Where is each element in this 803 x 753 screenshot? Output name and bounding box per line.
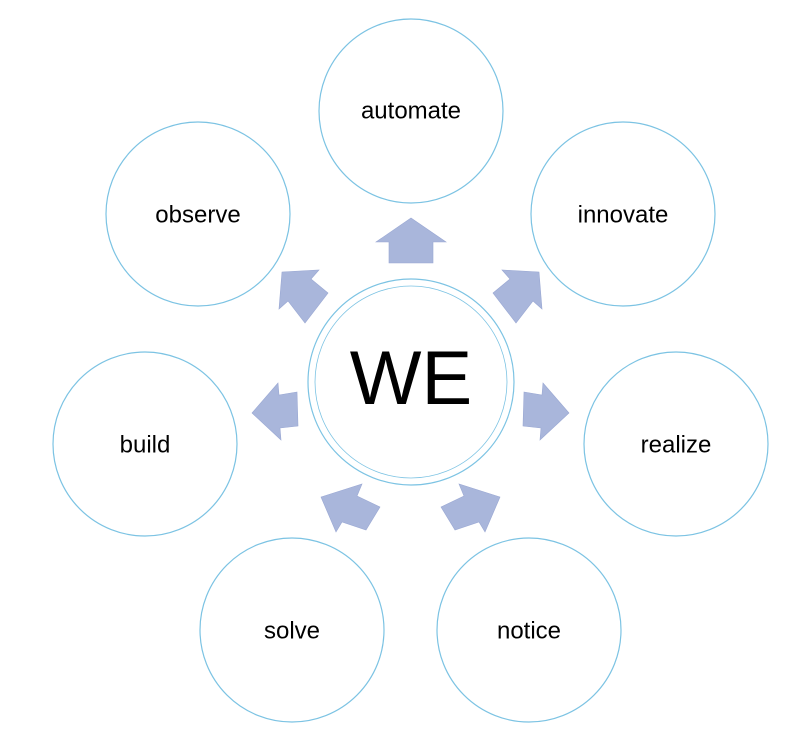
node-realize: realize: [583, 351, 769, 537]
node-circle: [199, 537, 385, 723]
node-notice: notice: [436, 537, 622, 723]
arrow-upper-right-icon: [492, 269, 543, 324]
center-circle-outer: [307, 278, 515, 486]
node-circle: [583, 351, 769, 537]
node-circle: [436, 537, 622, 723]
node-innovate: innovate: [530, 121, 716, 307]
node-label-realize: realize: [641, 431, 712, 458]
node-build: build: [52, 351, 238, 537]
node-label-build: build: [120, 431, 171, 458]
node-circle: [318, 18, 504, 204]
arrow-lower-left-icon: [320, 483, 381, 533]
node-label-automate: automate: [361, 97, 461, 124]
arrow-upper-left-icon: [278, 269, 329, 324]
arrows: [251, 217, 570, 533]
node-solve: solve: [199, 537, 385, 723]
node-label-solve: solve: [264, 617, 320, 644]
center-node: WE: [307, 278, 515, 486]
node-label-observe: observe: [155, 201, 240, 228]
arrow-left-icon: [251, 382, 299, 441]
node-circle: [105, 121, 291, 307]
arrow-up-icon: [375, 217, 447, 264]
node-circle: [52, 351, 238, 537]
arrow-right-icon: [522, 382, 570, 441]
node-label-innovate: innovate: [578, 201, 669, 228]
node-label-notice: notice: [497, 617, 561, 644]
arrow-lower-right-icon: [440, 483, 501, 533]
node-automate: automate: [318, 18, 504, 204]
center-label: WE: [350, 336, 472, 421]
node-circle: [530, 121, 716, 307]
center-circle-inner: [314, 285, 508, 479]
node-observe: observe: [105, 121, 291, 307]
